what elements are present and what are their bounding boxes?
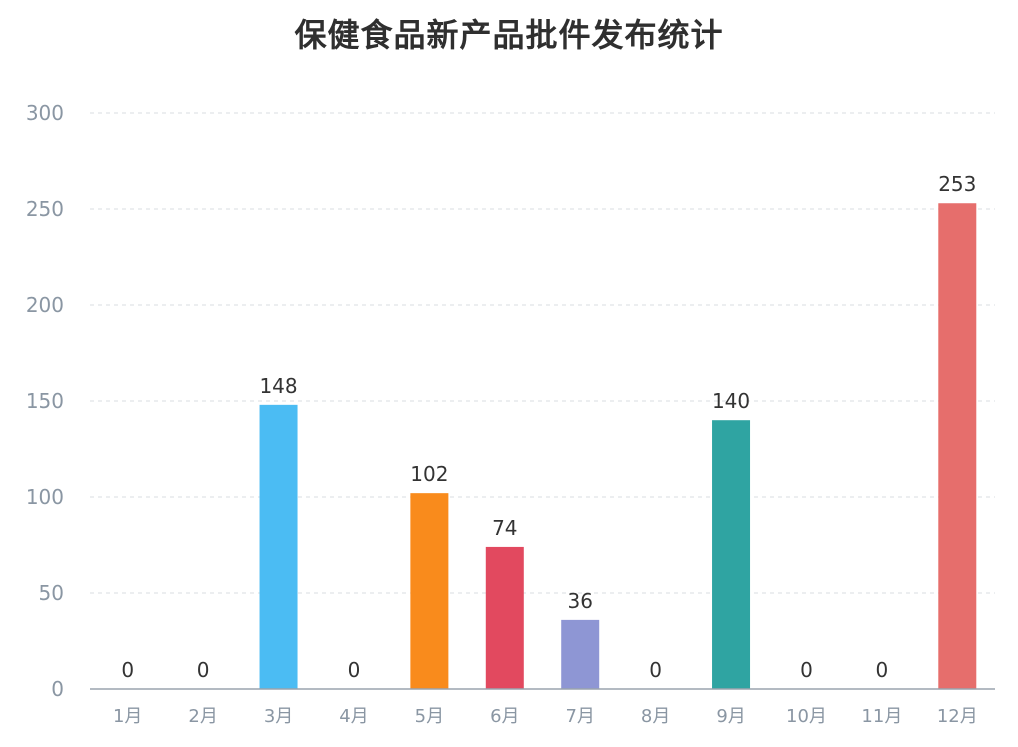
y-tick-label: 200: [26, 293, 64, 317]
bar: [561, 619, 600, 689]
data-label: 36: [567, 589, 592, 613]
data-label: 0: [121, 658, 134, 682]
data-labels: 0 0 148 0 102 74 36 0 140 0 0 253: [121, 172, 976, 682]
bar: [259, 404, 298, 689]
data-label: 0: [800, 658, 813, 682]
x-tick-label: 9月: [716, 706, 745, 727]
x-tick-label: 10月: [786, 706, 827, 727]
data-label: 0: [876, 658, 889, 682]
bar: [410, 493, 449, 689]
x-tick-label: 12月: [937, 706, 978, 727]
y-tick-label: 100: [26, 485, 64, 509]
chart-title: 保健食品新产品批件发布统计: [294, 16, 724, 54]
data-label: 148: [259, 374, 297, 398]
y-tick-label: 150: [26, 389, 64, 413]
data-label: 0: [197, 658, 210, 682]
y-tick-label: 50: [39, 581, 64, 605]
y-tick-label: 300: [26, 101, 64, 125]
bars: [259, 203, 977, 690]
y-tick-label: 250: [26, 197, 64, 221]
x-tick-label: 11月: [861, 706, 902, 727]
x-tick-label: 2月: [188, 706, 217, 727]
data-label: 102: [410, 462, 448, 486]
x-tick-label: 6月: [490, 706, 519, 727]
bar: [712, 420, 751, 689]
grid-lines: [90, 112, 995, 594]
x-tick-label: 5月: [415, 706, 444, 727]
x-tick-label: 3月: [264, 706, 293, 727]
data-label: 140: [712, 389, 750, 413]
data-label: 0: [649, 658, 662, 682]
y-axis-ticks: 0 50 100 150 200 250 300: [26, 101, 64, 701]
bar: [938, 203, 977, 690]
bar: [485, 546, 524, 689]
data-label: 253: [938, 172, 976, 196]
y-tick-label: 0: [51, 677, 64, 701]
x-axis-ticks: 1月 2月 3月 4月 5月 6月 7月 8月 9月 10月 11月 12月: [113, 706, 978, 727]
x-tick-label: 8月: [641, 706, 670, 727]
x-tick-label: 7月: [565, 706, 594, 727]
data-label: 0: [348, 658, 361, 682]
data-label: 74: [492, 516, 517, 540]
x-tick-label: 1月: [113, 706, 142, 727]
x-tick-label: 4月: [339, 706, 368, 727]
